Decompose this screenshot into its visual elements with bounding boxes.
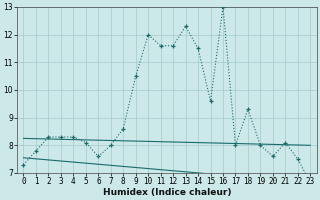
X-axis label: Humidex (Indice chaleur): Humidex (Indice chaleur) xyxy=(103,188,231,197)
